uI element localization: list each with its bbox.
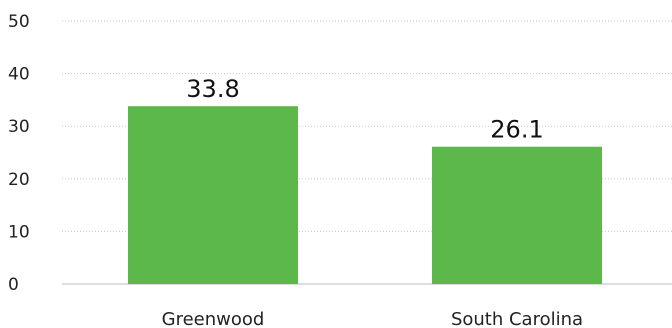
y-tick-label-50: 50 [8,12,30,32]
y-tick-label-10: 10 [8,222,30,242]
y-tick-label-40: 40 [8,65,30,85]
data-label-greenwood: 33.8 [186,75,239,103]
x-axis-ticks: Greenwood South Carolina [162,309,583,328]
y-tick-label-20: 20 [8,170,30,190]
bars [128,106,602,284]
data-labels: 33.8 26.1 [186,75,543,144]
x-tick-label-greenwood: Greenwood [162,309,265,328]
y-axis-ticks: 0 10 20 30 40 50 [8,12,30,295]
bar-greenwood [128,106,298,284]
data-label-south-carolina: 26.1 [490,116,543,144]
x-tick-label-south-carolina: South Carolina [451,309,583,328]
y-tick-label-30: 30 [8,117,30,137]
bar-south-carolina [432,146,602,284]
y-tick-label-0: 0 [8,275,19,295]
